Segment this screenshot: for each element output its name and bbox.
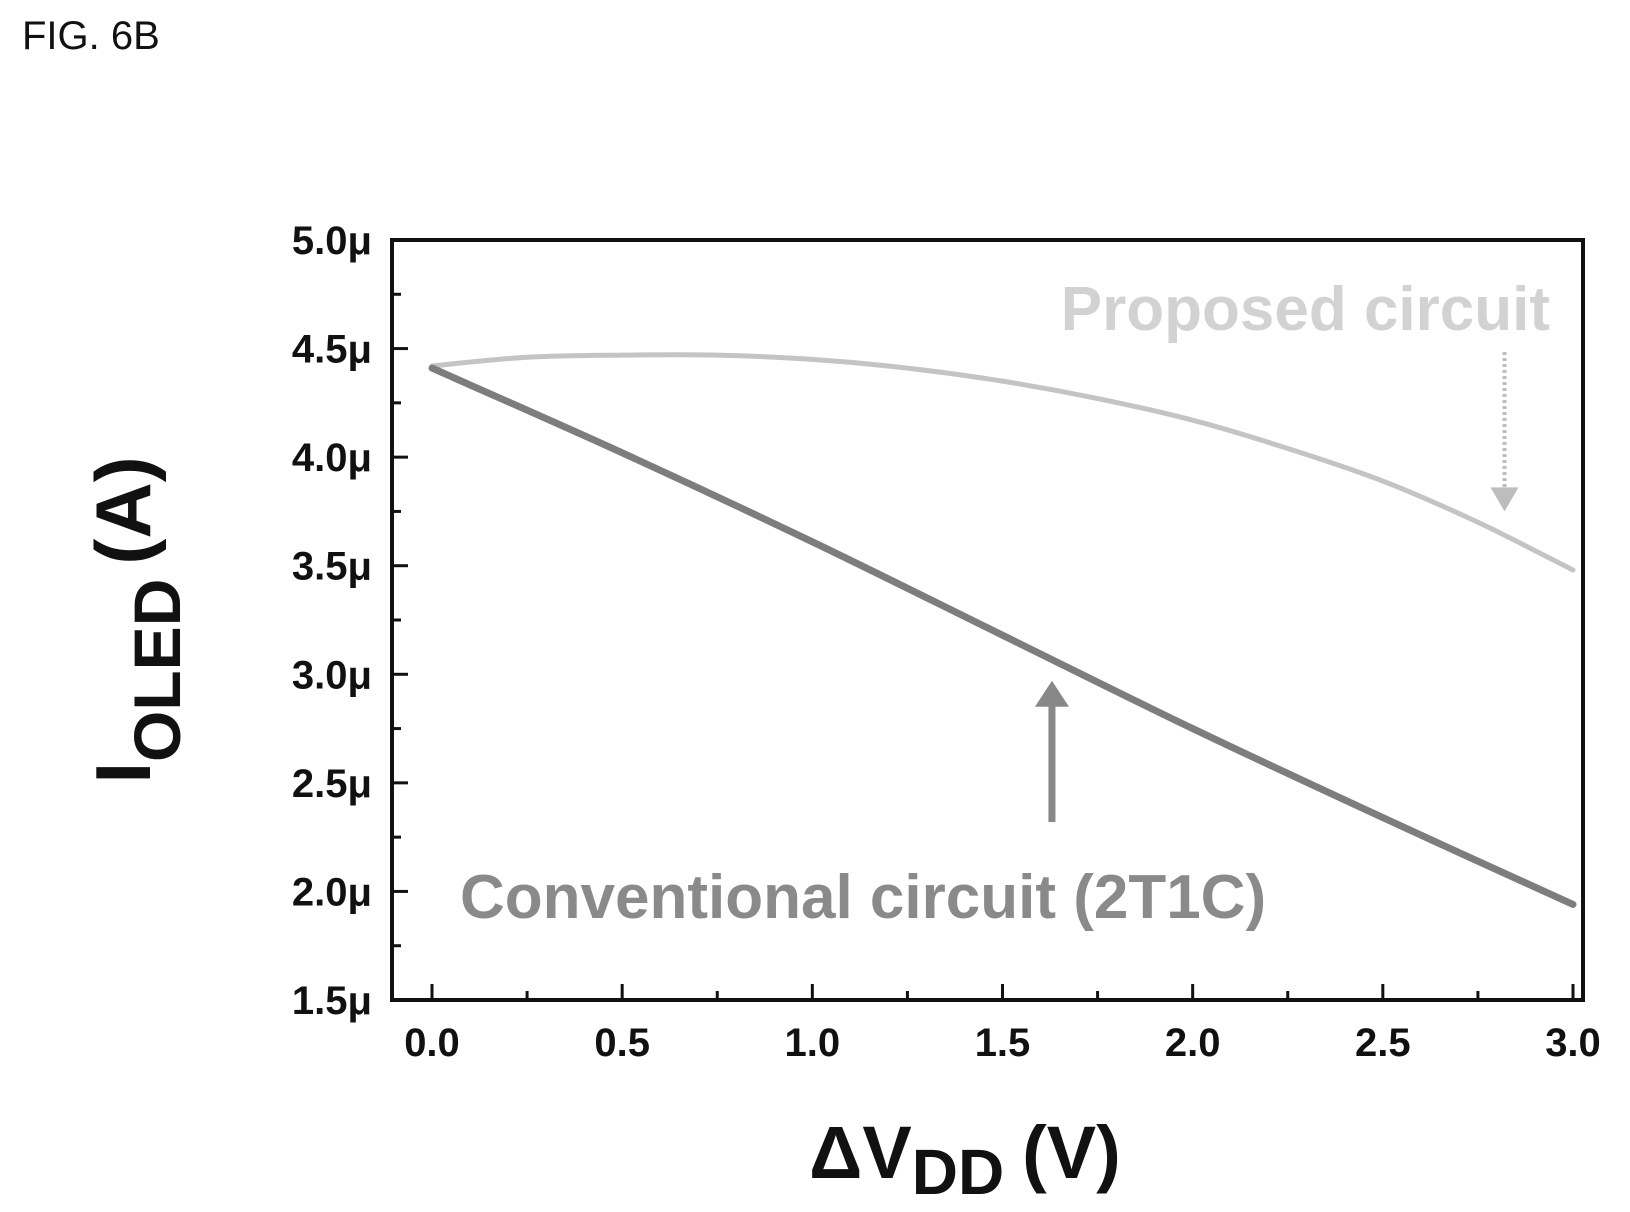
y-tick-label: 4.5μ [292, 328, 372, 372]
x-tick-label: 2.5 [1355, 1021, 1411, 1065]
y-tick-label: 3.5μ [292, 545, 372, 589]
x-tick-label: 2.0 [1165, 1021, 1221, 1065]
x-axis: 0.0 0.5 1.0 1.5 2.0 2.5 3.0 [404, 984, 1601, 1065]
y-tick-label: 1.5μ [292, 979, 372, 1023]
annotation-layer: Proposed circuit Conventional circuit (2T… [460, 275, 1550, 932]
y-tick-label: 5.0μ [292, 219, 372, 263]
x-tick-label: 3.0 [1545, 1021, 1601, 1065]
annotation-conventional-circuit: Conventional circuit (2T1C) [460, 863, 1266, 932]
x-tick-label: 1.5 [975, 1021, 1031, 1065]
x-tick-label: 0.5 [594, 1021, 650, 1065]
series-line-conventional [428, 364, 1577, 908]
series-layer [428, 352, 1577, 908]
x-axis-title: ΔVDD (V) [809, 1111, 1121, 1208]
annotation-proposed-circuit: Proposed circuit [1061, 275, 1550, 344]
y-axis: 1.5μ 2.0μ 2.5μ 3.0μ 3.5μ 4.0μ 4.5μ 5.0μ [292, 219, 408, 1023]
series-line-proposed [429, 352, 1576, 573]
y-tick-label: 3.0μ [292, 653, 372, 697]
x-tick-label: 0.0 [404, 1021, 460, 1065]
y-tick-label: 2.0μ [292, 870, 372, 914]
y-axis-title: IOLED(A) [79, 456, 194, 783]
y-tick-label: 2.5μ [292, 762, 372, 806]
figure-label: FIG. 6B [22, 14, 160, 58]
y-tick-label: 4.0μ [292, 436, 372, 480]
arrow-conventional-head [1034, 680, 1069, 707]
arrow-proposed-head [1490, 487, 1519, 512]
x-tick-label: 1.0 [785, 1021, 841, 1065]
